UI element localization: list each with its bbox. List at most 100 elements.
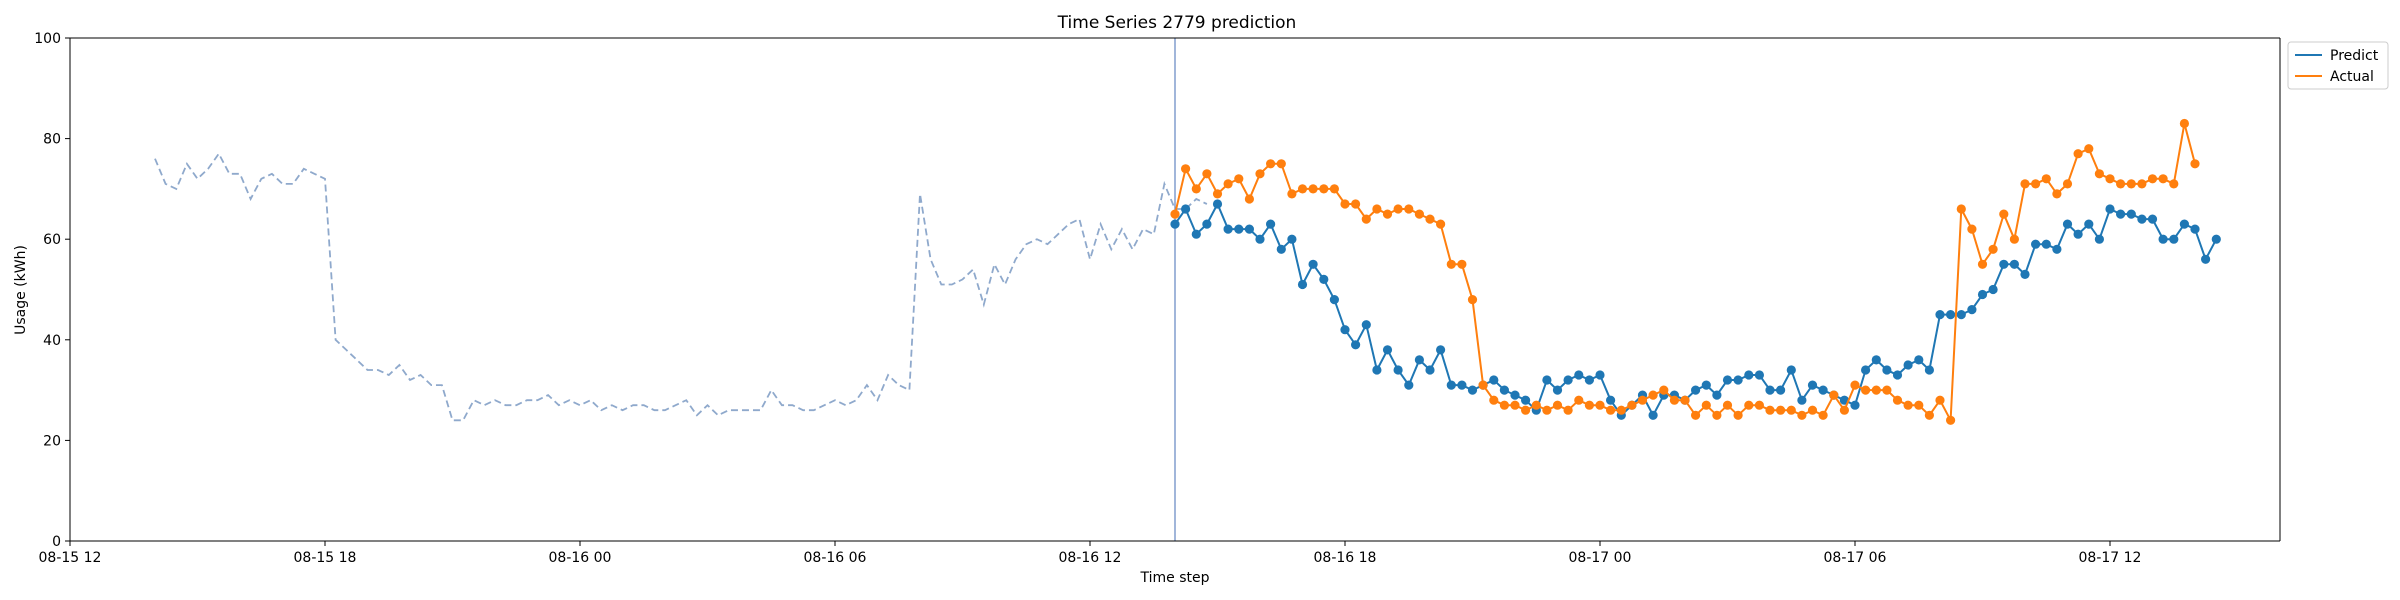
predict-point — [1489, 375, 1499, 385]
predict-point — [1244, 224, 1254, 234]
predict-point — [2020, 269, 2030, 279]
predict-point — [1903, 360, 1913, 370]
predict-point — [1223, 224, 1233, 234]
actual-point — [1924, 410, 1934, 420]
actual-point — [1414, 209, 1424, 219]
x-tick-label: 08-15 18 — [294, 550, 357, 566]
predict-point — [2147, 214, 2158, 224]
y-tick-label: 60 — [43, 232, 61, 248]
actual-point — [1956, 204, 1966, 214]
x-tick-label: 08-16 12 — [1059, 550, 1122, 566]
actual-point — [1319, 184, 1329, 194]
actual-point — [1818, 410, 1828, 420]
actual-point — [1436, 219, 1446, 229]
predict-point — [1351, 340, 1361, 350]
actual-point — [1999, 209, 2009, 219]
actual-point — [1404, 204, 1414, 214]
predict-point — [1744, 370, 1754, 380]
actual-point — [1510, 400, 1520, 410]
actual-point — [1606, 405, 1616, 415]
actual-point — [2031, 179, 2041, 189]
actual-point — [1266, 159, 1276, 169]
actual-point — [1202, 169, 1212, 179]
actual-point — [1563, 405, 1573, 415]
predict-point — [1722, 375, 1733, 385]
predict-point — [2158, 234, 2168, 244]
actual-point — [1584, 400, 1594, 410]
predict-point — [1712, 390, 1722, 400]
actual-point — [1478, 380, 1488, 390]
actual-point — [2116, 179, 2126, 189]
actual-point — [2073, 149, 2083, 159]
predict-point — [1510, 390, 1520, 400]
actual-point — [1382, 209, 1393, 219]
x-tick-label: 08-17 06 — [1824, 550, 1887, 566]
actual-point — [1733, 410, 1743, 420]
actual-point — [1669, 395, 1679, 405]
actual-point — [1829, 390, 1839, 400]
actual-point — [1850, 380, 1860, 390]
actual-point — [1297, 184, 1308, 194]
actual-point — [1446, 259, 1456, 269]
actual-point — [2052, 189, 2062, 199]
predict-point — [2062, 219, 2073, 229]
actual-point — [1882, 385, 1892, 395]
actual-point — [2094, 169, 2104, 179]
predict-point — [1372, 365, 1382, 375]
predict-point — [1499, 385, 1509, 395]
predict-point — [1914, 355, 1924, 365]
actual-point — [1659, 385, 1669, 395]
predict-point — [1765, 385, 1775, 395]
predict-point — [2211, 234, 2221, 244]
actual-point — [1722, 400, 1733, 410]
actual-point — [1786, 405, 1796, 415]
actual-point — [2084, 144, 2094, 154]
actual-point — [2020, 179, 2030, 189]
history-series-line — [154, 151, 1208, 422]
actual-point — [1935, 395, 1945, 405]
predict-point — [1436, 345, 1446, 355]
y-tick-label: 40 — [43, 333, 61, 349]
predict-point — [1807, 380, 1818, 390]
predict-point — [1871, 355, 1881, 365]
actual-point — [1776, 405, 1786, 415]
actual-point — [1807, 405, 1818, 415]
predict-point — [1467, 385, 1478, 395]
x-axis-ticks: 08-15 12 08-15 18 08-16 00 08-16 06 08-16 12… — [39, 541, 2141, 566]
actual-point — [1181, 164, 1191, 174]
predict-point — [1776, 385, 1786, 395]
predict-point — [1595, 370, 1605, 380]
predict-point — [1521, 395, 1531, 405]
x-tick-label: 08-16 06 — [804, 550, 867, 566]
predict-point — [1648, 410, 1658, 420]
predict-point — [1276, 244, 1286, 254]
actual-point — [1340, 199, 1350, 209]
actual-point — [1552, 400, 1563, 410]
x-tick-label: 08-17 00 — [1569, 550, 1632, 566]
actual-point — [2190, 159, 2200, 169]
actual-point — [1914, 400, 1924, 410]
predict-point — [1988, 284, 1998, 295]
actual-point — [1765, 405, 1775, 415]
predict-point — [2073, 229, 2083, 239]
actual-point — [1499, 400, 1509, 410]
predict-point — [1967, 305, 1977, 315]
actual-point — [1839, 405, 1849, 415]
predict-point — [1170, 219, 1180, 229]
actual-point — [2169, 179, 2179, 189]
actual-point — [1244, 194, 1254, 204]
legend-predict-label: Predict — [2330, 48, 2379, 64]
predict-point — [1999, 259, 2009, 269]
predict-point — [1425, 365, 1435, 375]
actual-point — [1574, 395, 1584, 405]
predict-point — [1892, 370, 1903, 380]
actual-point — [1648, 390, 1658, 400]
predict-point — [2179, 219, 2189, 229]
predict-point — [1340, 325, 1350, 335]
predict-point — [1542, 375, 1552, 385]
predict-point — [1701, 380, 1711, 390]
predict-point — [2137, 214, 2147, 224]
predict-point — [2126, 209, 2136, 219]
predict-point — [1393, 365, 1403, 375]
